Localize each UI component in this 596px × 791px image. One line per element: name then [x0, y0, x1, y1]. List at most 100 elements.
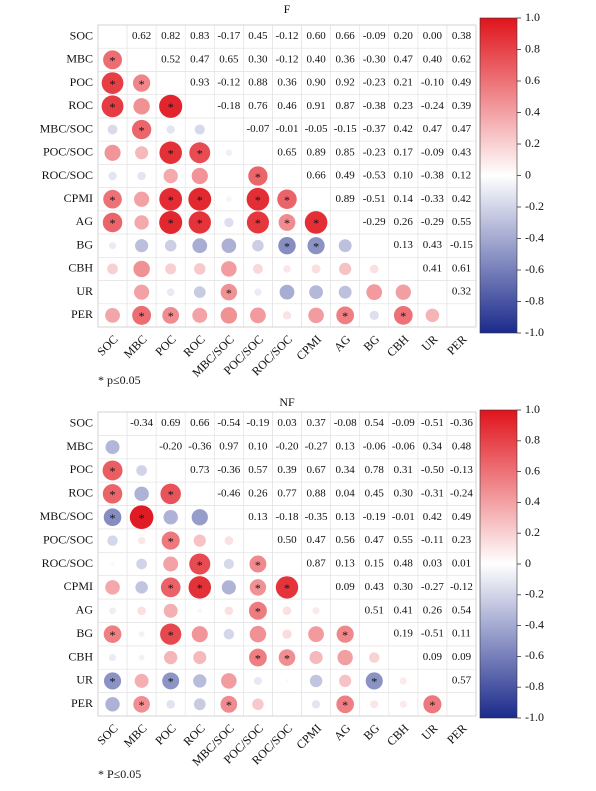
- correlation-circle: [193, 674, 207, 688]
- colorbar-tick-label: -0.8: [525, 679, 544, 693]
- significance-marker: *: [110, 488, 116, 502]
- value-label: 0.45: [248, 30, 268, 42]
- value-label: 0.40: [423, 53, 443, 65]
- value-label: 0.36: [277, 77, 297, 89]
- value-label: -0.19: [246, 417, 269, 429]
- colorbar-tick-label: 0.4: [525, 494, 540, 508]
- value-label: -0.01: [392, 511, 415, 523]
- colorbar-tick-label: -1.0: [525, 710, 544, 724]
- value-label: 0.10: [394, 170, 414, 182]
- column-label: CBH: [384, 721, 412, 749]
- value-label: 0.09: [452, 651, 472, 663]
- correlation-circle: [253, 676, 262, 685]
- value-label: 0.48: [394, 558, 414, 570]
- row-label: CBH: [68, 261, 93, 275]
- significance-marker: *: [197, 558, 203, 572]
- correlation-circle: [161, 531, 180, 550]
- correlation-circle: [107, 535, 118, 546]
- significance-marker: *: [110, 511, 116, 525]
- significance-marker: *: [197, 581, 203, 595]
- row-label: CPMI: [64, 579, 93, 593]
- value-label: 0.43: [423, 239, 443, 251]
- correlation-circle: [164, 239, 177, 252]
- value-label: 0.23: [452, 534, 472, 546]
- value-label: -0.09: [392, 417, 415, 429]
- correlation-circle: [399, 700, 407, 708]
- correlation-circle: [101, 95, 124, 118]
- correlation-circle: [102, 460, 123, 481]
- value-label: -0.29: [363, 216, 386, 228]
- value-label: 0.47: [365, 534, 385, 546]
- value-label: 0.90: [306, 77, 326, 89]
- value-label: 0.41: [394, 604, 413, 616]
- significance-marker: *: [110, 193, 116, 207]
- value-label: -0.31: [421, 487, 444, 499]
- column-label: PER: [444, 721, 469, 746]
- value-label: -0.46: [217, 487, 240, 499]
- value-label: 0.49: [452, 511, 472, 523]
- value-label: -0.30: [363, 53, 386, 65]
- cell: [330, 598, 360, 623]
- value-label: 0.23: [394, 100, 414, 112]
- correlation-circle: [165, 263, 177, 275]
- value-label: 0.30: [248, 53, 268, 65]
- correlation-circle: [312, 607, 320, 615]
- correlation-circle: [193, 698, 206, 711]
- significance-marker: *: [110, 216, 116, 230]
- significance-marker: *: [284, 651, 290, 665]
- value-label: 0.00: [423, 30, 443, 42]
- correlation-circle: [101, 72, 124, 94]
- value-label: 0.55: [394, 534, 414, 546]
- significance-marker: *: [226, 698, 232, 712]
- value-label: 0.26: [423, 604, 443, 616]
- row-label: POC: [70, 462, 93, 476]
- significance-marker: *: [110, 675, 116, 689]
- value-label: -0.36: [217, 464, 240, 476]
- colorbar-tick-label: 0.6: [525, 463, 540, 477]
- correlation-circle: [336, 306, 355, 325]
- correlation-circle: [221, 261, 237, 277]
- correlation-circle: [282, 606, 292, 616]
- value-label: 0.48: [452, 441, 472, 453]
- value-label: -0.38: [421, 170, 444, 182]
- correlation-circle: [129, 505, 154, 530]
- correlation-circle: [278, 236, 296, 255]
- colorbar-tick-label: -1.0: [525, 325, 544, 339]
- significance-marker: *: [110, 628, 116, 642]
- significance-marker: *: [255, 216, 261, 230]
- row-label: PER: [71, 307, 93, 321]
- row-label: ROC/SOC: [42, 556, 93, 570]
- colorbar-tick-label: 0.8: [525, 433, 540, 447]
- value-label: 0.47: [423, 123, 443, 135]
- value-label: 0.14: [394, 193, 414, 205]
- row-label: BG: [76, 237, 93, 251]
- value-label: -0.23: [363, 146, 386, 158]
- correlation-circle: [284, 678, 290, 684]
- value-label: -0.36: [188, 441, 211, 453]
- value-label: 0.91: [306, 100, 325, 112]
- value-label: 0.46: [277, 100, 297, 112]
- value-label: -0.33: [421, 193, 444, 205]
- correlation-circle: [337, 649, 353, 666]
- correlation-circle: [304, 211, 328, 234]
- correlation-circle: [103, 189, 122, 209]
- value-label: -0.20: [276, 441, 299, 453]
- colorbar-tick-label: -0.2: [525, 587, 544, 601]
- value-label: 0.62: [132, 30, 151, 42]
- value-label: -0.27: [305, 441, 328, 453]
- correlation-circle: [308, 307, 324, 324]
- value-label: 0.85: [336, 146, 356, 158]
- column-label: POC: [152, 721, 178, 747]
- value-label: 0.93: [190, 77, 210, 89]
- correlation-circle: [103, 50, 122, 70]
- correlation-circle: [224, 536, 234, 545]
- correlation-circle: [399, 677, 407, 685]
- correlation-circle: [224, 606, 234, 616]
- column-label: POC: [152, 332, 178, 358]
- value-label: 0.43: [452, 146, 472, 158]
- correlation-circle: [221, 238, 237, 253]
- column-label: AG: [331, 721, 353, 743]
- column-label: AG: [331, 332, 353, 354]
- correlation-circle: [105, 697, 120, 712]
